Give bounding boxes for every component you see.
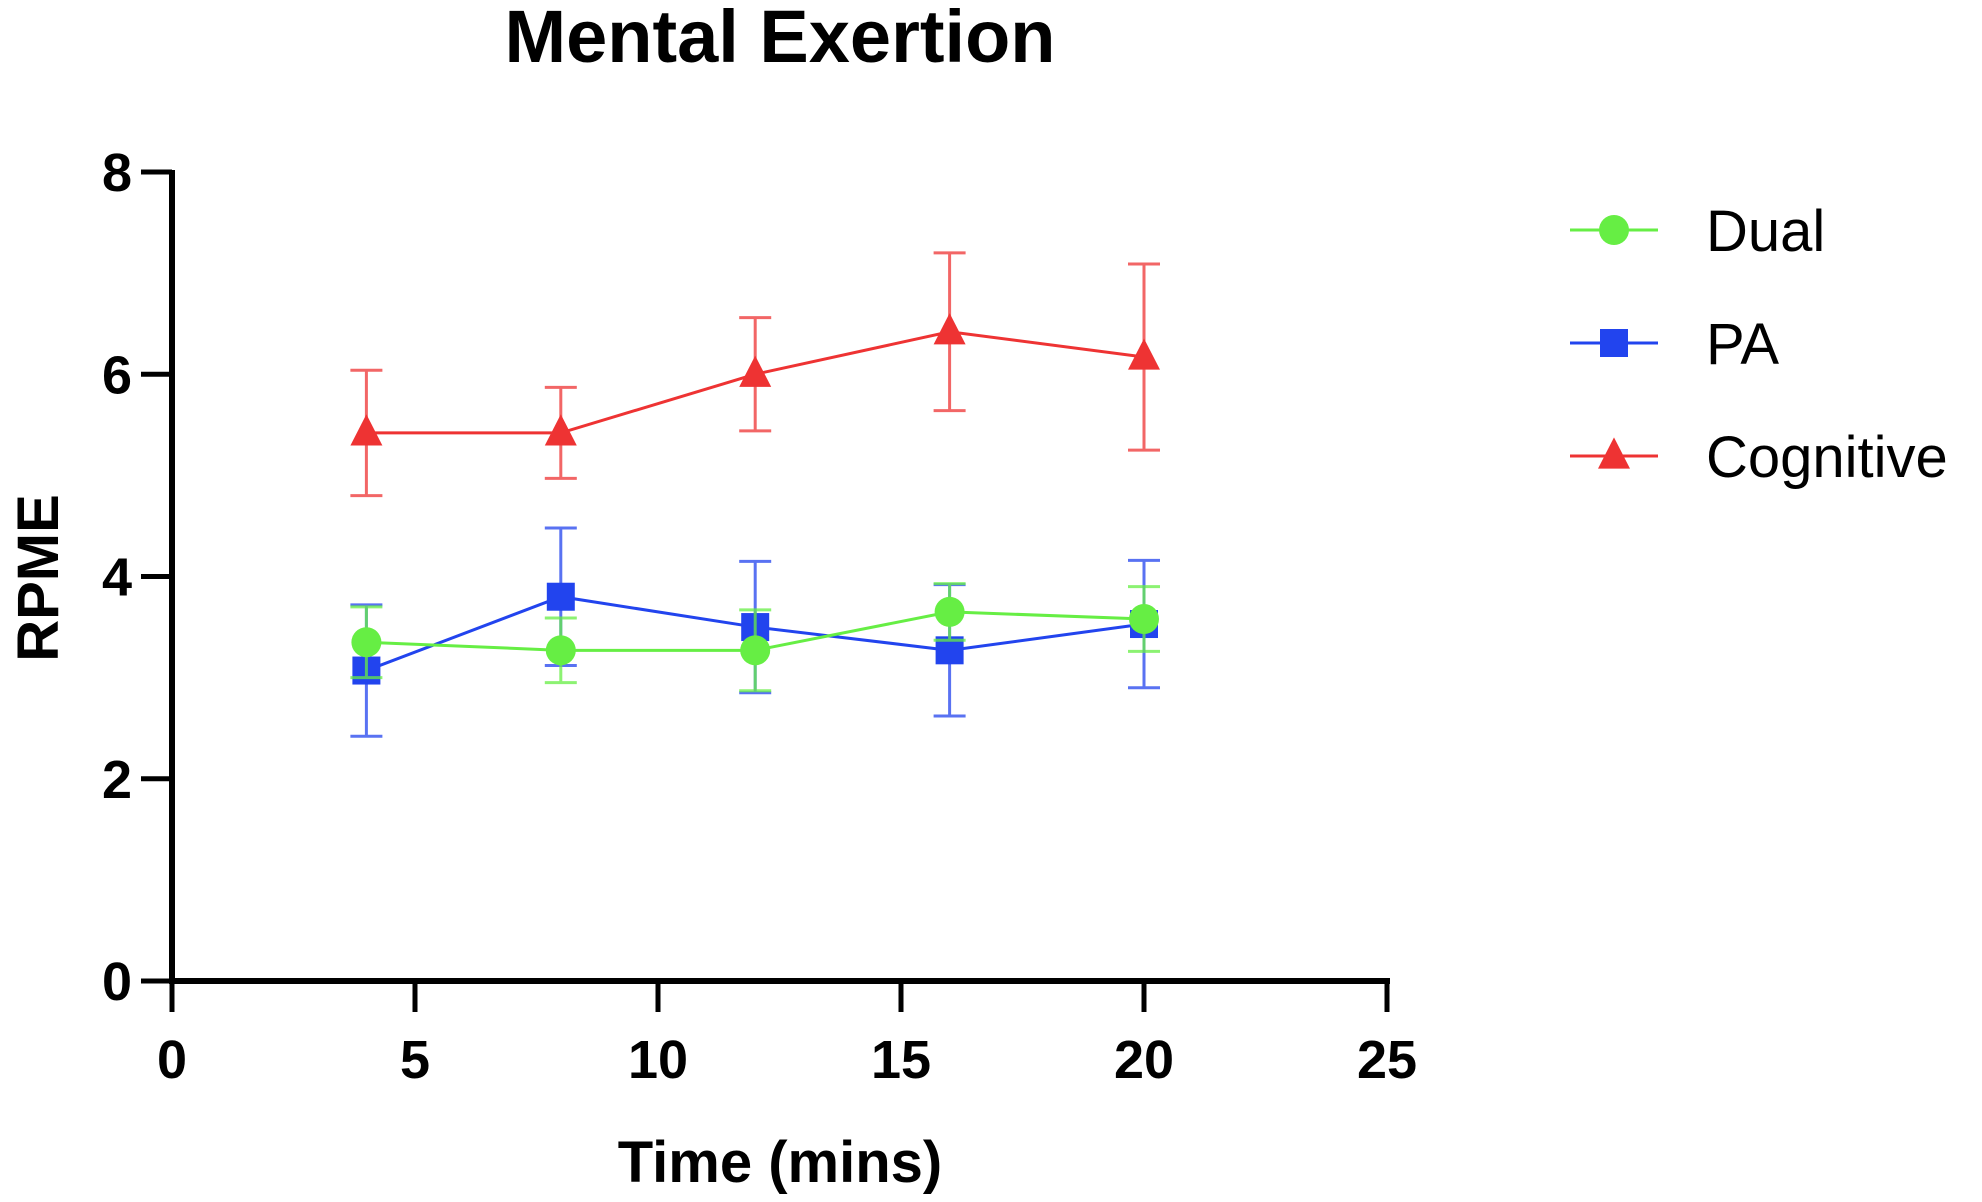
legend-item-pa[interactable]: PA: [1570, 312, 1779, 377]
y-tick-label: 0: [102, 952, 132, 1012]
x-tick-label: 5: [400, 1030, 430, 1090]
data-point-cognitive-12: [739, 355, 772, 387]
chart-title: Mental Exertion: [505, 0, 1056, 78]
axes: 0 5 10 15 20 25 0 2 4 6 8: [102, 143, 1417, 1090]
y-axis-label: RPME: [6, 494, 71, 662]
x-axis-label: Time (mins): [618, 1130, 942, 1195]
data-point-dual-8: [545, 635, 576, 666]
legend-label-dual: Dual: [1706, 199, 1825, 264]
legend-marker-cognitive: [1598, 437, 1630, 469]
legend-marker-dual: [1599, 215, 1629, 245]
x-ticks: 0 5 10 15 20 25: [157, 981, 1417, 1090]
data-point-dual-16: [934, 596, 965, 627]
x-tick-label: 10: [628, 1030, 688, 1090]
legend-item-cognitive[interactable]: Cognitive: [1570, 425, 1948, 490]
legend: Dual PA Cognitive: [1570, 199, 1948, 490]
data-point-cognitive-20: [1128, 338, 1160, 370]
legend-item-dual[interactable]: Dual: [1570, 199, 1825, 264]
series-cognitive: [350, 251, 1160, 498]
x-tick-label: 15: [871, 1030, 931, 1090]
x-tick-label: 0: [157, 1030, 187, 1090]
data-point-dual-20: [1129, 603, 1159, 634]
y-tick-label: 8: [102, 143, 132, 203]
x-tick-label: 20: [1114, 1030, 1174, 1090]
x-tick-label: 25: [1357, 1030, 1417, 1090]
data-point-pa-8: [546, 582, 575, 611]
y-tick-label: 4: [102, 548, 132, 608]
y-tick-label: 2: [102, 750, 132, 810]
data-point-dual-12: [740, 635, 771, 666]
data-point-dual-4: [351, 627, 382, 658]
y-tick-label: 6: [102, 345, 132, 405]
legend-label-cognitive: Cognitive: [1706, 425, 1948, 490]
y-ticks: 0 2 4 6 8: [102, 143, 172, 1012]
data-point-cognitive-4: [350, 414, 383, 446]
legend-marker-pa: [1600, 329, 1628, 357]
data-point-cognitive-16: [933, 313, 966, 345]
legend-label-pa: PA: [1706, 312, 1779, 377]
plot-area: [350, 251, 1160, 738]
series-dual: [350, 582, 1160, 693]
data-point-cognitive-8: [544, 414, 577, 446]
